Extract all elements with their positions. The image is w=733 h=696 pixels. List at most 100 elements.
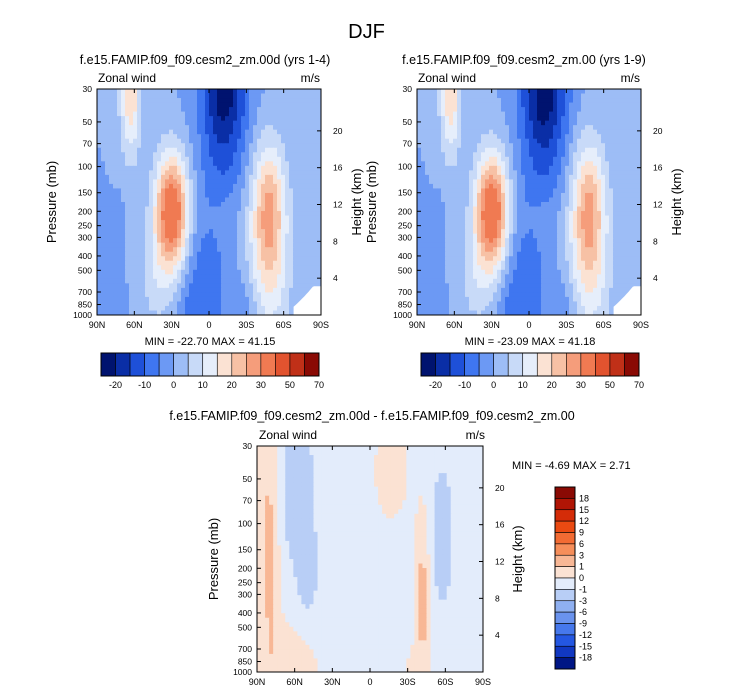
contour-cell [221, 224, 226, 230]
contour-cell [209, 274, 214, 280]
contour-cell [625, 98, 630, 104]
contour-cell [497, 224, 502, 230]
contour-cell [117, 188, 122, 194]
contour-cell [441, 161, 446, 167]
contour-cell [237, 174, 242, 180]
contour-cell [185, 107, 190, 113]
contour-cell [137, 134, 142, 140]
contour-cell [545, 229, 550, 235]
contour-cell [193, 107, 198, 113]
contour-cell [125, 147, 130, 153]
contour-cell [269, 301, 274, 307]
contour-cell [485, 242, 490, 248]
contour-cell [269, 310, 274, 315]
contour-cell [533, 179, 538, 185]
contour-cell [265, 215, 270, 221]
contour-cell [133, 156, 138, 162]
contour-cell [97, 287, 102, 293]
contour-cell [137, 143, 142, 149]
contour-cell [221, 220, 226, 226]
contour-cell [221, 305, 226, 312]
contour-cell [241, 138, 246, 144]
contour-cell [101, 251, 106, 257]
contour-cell [449, 220, 454, 226]
contour-cell [289, 233, 294, 239]
contour-cell [221, 125, 226, 131]
contour-cell [525, 125, 530, 131]
contour-cell [533, 183, 538, 190]
contour-cell [97, 215, 102, 221]
contour-cell [257, 283, 262, 289]
contour-cell [157, 278, 162, 284]
contour-cell [217, 98, 222, 104]
contour-cell [573, 224, 578, 230]
contour-cell [625, 179, 630, 185]
contour-cell [537, 134, 542, 140]
contour-cell [241, 197, 246, 203]
contour-cell [441, 233, 446, 239]
contour-cell [497, 247, 502, 253]
contour-cell [265, 224, 270, 230]
contour-cell [537, 202, 542, 208]
contour-cell [213, 143, 218, 149]
contour-cell [513, 202, 518, 208]
contour-cell [229, 197, 234, 203]
contour-cell [221, 116, 226, 122]
contour-cell [273, 265, 278, 271]
contour-cell [481, 179, 486, 185]
contour-cell [201, 260, 206, 266]
contour-cell [417, 229, 422, 235]
contour-cell [181, 125, 186, 131]
colorbar-label: 20 [227, 380, 237, 390]
contour-cell [273, 138, 278, 144]
contour-cell [165, 170, 170, 176]
contour-cell [269, 206, 274, 212]
contour-cell [129, 129, 134, 135]
contour-cell [197, 183, 202, 190]
contour-cell [209, 192, 214, 199]
contour-cell [157, 256, 162, 262]
contour-cell [213, 111, 218, 117]
contour-cell [133, 269, 138, 275]
contour-cell [549, 156, 554, 162]
contour-cell [257, 143, 262, 149]
contour-cell [241, 134, 246, 140]
contour-cell [125, 242, 130, 248]
contour-cell [305, 116, 310, 122]
contour-cell [169, 220, 174, 226]
contour-cell [289, 152, 294, 158]
contour-cell [181, 170, 186, 176]
contour-cell [141, 161, 146, 167]
contour-cell [97, 170, 102, 176]
contour-cell [153, 161, 158, 167]
contour-cell [133, 161, 138, 167]
contour-cell [181, 93, 186, 99]
contour-cell [141, 251, 146, 257]
contour-cell [493, 116, 498, 122]
contour-cell [633, 111, 638, 117]
contour-cell [265, 269, 270, 275]
contour-cell [173, 170, 178, 176]
contour-cell [197, 296, 202, 303]
contour-cell [629, 129, 634, 135]
contour-cell [193, 296, 198, 303]
contour-cell [449, 138, 454, 144]
contour-cell [225, 134, 230, 140]
contour-cell [253, 278, 258, 284]
contour-cell [185, 183, 190, 190]
contour-cell [281, 233, 286, 239]
contour-cell [125, 283, 130, 289]
contour-cell [157, 260, 162, 266]
contour-cell [573, 129, 578, 135]
contour-cell [261, 183, 266, 190]
contour-cell [285, 256, 290, 262]
contour-cell [613, 229, 618, 235]
contour-cell [477, 224, 482, 230]
contour-cell [457, 125, 462, 131]
contour-cell [581, 170, 586, 176]
contour-cell [597, 192, 602, 199]
contour-cell [165, 251, 170, 257]
contour-cell [517, 89, 522, 95]
contour-cell [117, 183, 122, 190]
contour-cell [293, 202, 298, 208]
